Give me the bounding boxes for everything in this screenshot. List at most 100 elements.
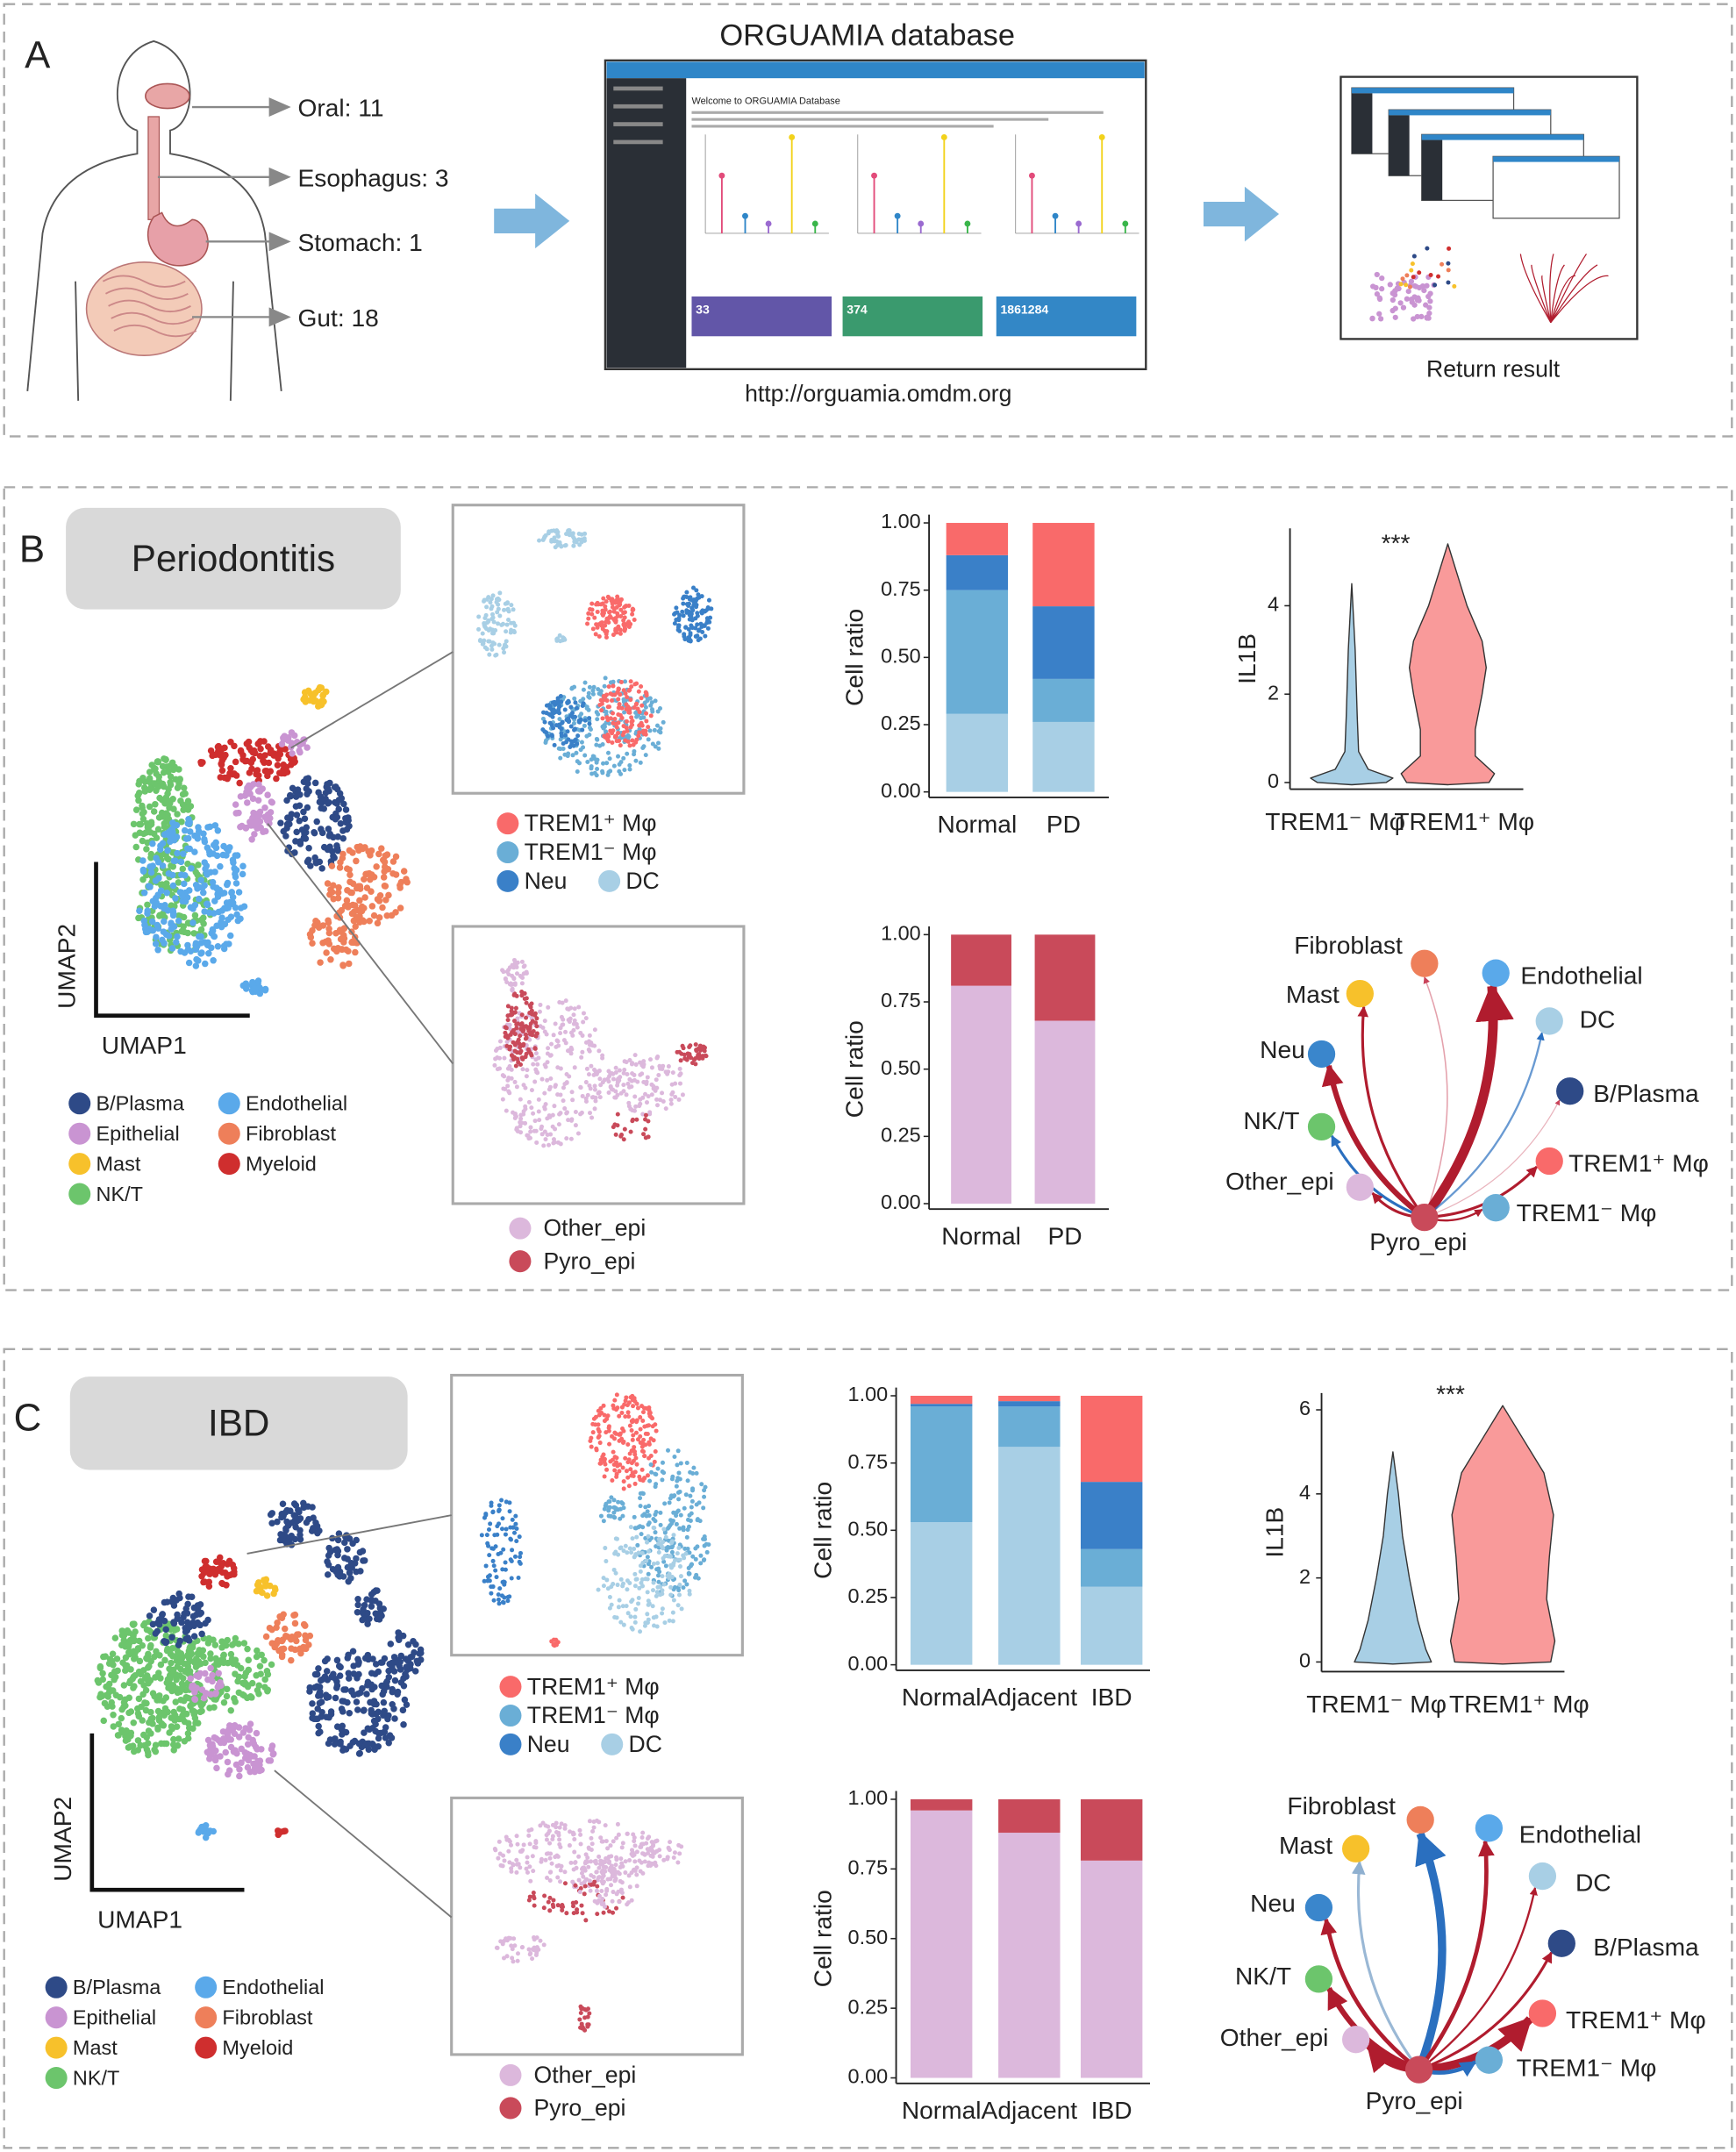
bar-segment <box>1032 523 1095 607</box>
result-window-bar <box>1421 134 1584 140</box>
cell-dot <box>528 1129 533 1134</box>
cell-dot <box>273 775 280 783</box>
cell-dot <box>590 688 596 693</box>
cell-dot <box>678 1071 683 1076</box>
cell-dot <box>571 1012 576 1018</box>
cell-dot <box>288 1656 295 1664</box>
cell-dot <box>375 1734 382 1742</box>
legend-label: NK/T <box>96 1183 143 1205</box>
cell-dot <box>618 743 623 748</box>
cell-dot <box>385 1739 392 1747</box>
cell-dot <box>623 1455 628 1461</box>
cell-dot <box>612 733 618 739</box>
cell-dot <box>567 1019 572 1025</box>
cell-dot <box>568 1045 574 1050</box>
cell-dot <box>581 1011 586 1016</box>
cell-dot <box>657 1541 662 1547</box>
cell-dot <box>558 1031 563 1036</box>
cell-dot <box>594 1071 599 1076</box>
cell-dot <box>496 1592 501 1598</box>
cell-dot <box>661 1470 667 1476</box>
cell-dot <box>111 1634 119 1641</box>
cell-dot <box>184 946 192 954</box>
cell-dot <box>654 1614 659 1619</box>
cell-dot <box>146 1612 154 1619</box>
cell-dot <box>607 1605 612 1611</box>
cell-dot <box>621 1479 626 1484</box>
cell-dot <box>647 1548 652 1554</box>
cell-dot <box>324 1558 331 1565</box>
cell-dot <box>206 1746 214 1754</box>
cell-dot <box>618 597 624 602</box>
cell-dot <box>529 1008 534 1013</box>
result-dot <box>1424 282 1430 289</box>
cell-dot <box>255 781 262 788</box>
result-dot <box>1390 290 1396 297</box>
cell-dot <box>599 1878 604 1884</box>
cell-dot <box>660 1574 665 1579</box>
cell-dot <box>236 779 243 787</box>
cell-dot <box>389 858 397 865</box>
cell-dot <box>179 1654 186 1661</box>
cell-dot <box>575 1131 581 1136</box>
cell-dot <box>161 918 168 926</box>
cell-dot <box>622 1126 627 1132</box>
cell-dot <box>337 1741 344 1748</box>
cell-dot <box>224 1731 232 1739</box>
cell-dot <box>354 1706 361 1713</box>
cell-dot <box>582 531 588 536</box>
cell-dot <box>629 1473 634 1478</box>
cell-dot <box>639 696 644 701</box>
cell-dot <box>555 698 561 704</box>
network-node <box>1535 1147 1563 1176</box>
cell-dot <box>234 917 242 925</box>
cell-dot <box>669 1549 675 1555</box>
cell-dot <box>318 865 325 872</box>
cell-dot <box>661 1526 667 1532</box>
cell-dot <box>146 883 154 890</box>
cell-dot <box>584 1066 589 1071</box>
cell-dot <box>337 819 345 827</box>
zoom-connector <box>267 823 454 1064</box>
cell-dot <box>325 1740 332 1748</box>
intestine-fold <box>113 324 197 338</box>
cell-dot <box>243 789 250 796</box>
cell-dot <box>105 1660 113 1667</box>
cell-dot <box>482 1515 487 1520</box>
cell-dot <box>654 1428 659 1433</box>
cell-dot <box>588 1111 593 1116</box>
cell-dot <box>556 533 561 539</box>
cell-dot <box>554 637 560 642</box>
result-dot <box>1428 272 1433 277</box>
cell-dot <box>614 1407 619 1412</box>
cell-dot <box>644 711 649 716</box>
cell-dot <box>636 1550 641 1555</box>
cell-dot <box>552 535 557 540</box>
legend-swatch <box>195 1976 218 1998</box>
x-tick-label: Normal <box>938 811 1018 838</box>
cell-dot <box>161 755 168 762</box>
cell-dot <box>261 1656 268 1664</box>
cell-dot <box>601 761 606 766</box>
cell-dot <box>154 1707 162 1715</box>
x-tick-label: TREM1⁻ Mφ <box>1265 808 1405 835</box>
legend-label: Endothelial <box>246 1092 347 1115</box>
cell-dot <box>150 808 158 815</box>
cell-dot <box>342 946 350 954</box>
cell-dot <box>596 1875 601 1880</box>
result-dot <box>1418 313 1425 320</box>
cell-dot <box>497 1601 502 1606</box>
cell-dot <box>563 1029 568 1034</box>
cell-dot <box>640 1419 646 1424</box>
disease-name: IBD <box>208 1403 269 1444</box>
cell-dot <box>683 1551 689 1556</box>
cell-dot <box>296 747 303 754</box>
cell-dot <box>698 1553 704 1558</box>
cell-dot <box>518 1033 523 1039</box>
cell-dot <box>506 1089 511 1094</box>
cell-dot <box>532 1079 538 1084</box>
cell-dot <box>609 1495 614 1500</box>
result-dot <box>1417 270 1422 275</box>
legend-label: Endothelial <box>222 1976 324 1998</box>
cell-dot <box>691 1465 697 1470</box>
